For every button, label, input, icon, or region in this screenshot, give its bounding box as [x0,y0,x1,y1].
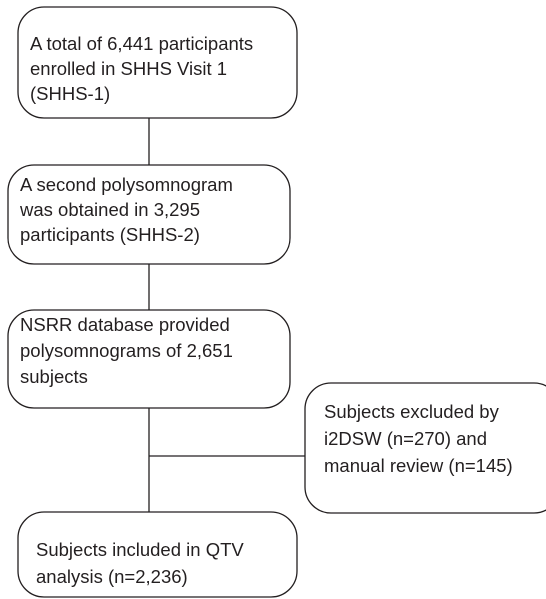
box-text: NSRR database provided [20,314,230,335]
box-text: manual review (n=145) [324,455,513,476]
box-text: i2DSW (n=270) and [324,428,487,449]
flow-box [7,164,291,265]
box-text: Subjects included in QTV [36,539,244,560]
box-text: (SHHS-1) [30,83,110,104]
flow-box [304,382,546,514]
box-text: enrolled in SHHS Visit 1 [30,58,227,79]
flow-box [17,6,298,119]
box-text: subjects [20,366,88,387]
box-text: polysomnograms of 2,651 [20,340,233,361]
box-text: analysis (n=2,236) [36,566,188,587]
box-text: Subjects excluded by [324,401,500,422]
box-text: was obtained in 3,295 [19,199,200,220]
box-text: A total of 6,441 participants [30,33,253,54]
box-text: participants (SHHS-2) [20,224,200,245]
box-text: A second polysomnogram [20,174,233,195]
flow-box [7,309,291,409]
flow-box [17,511,298,598]
